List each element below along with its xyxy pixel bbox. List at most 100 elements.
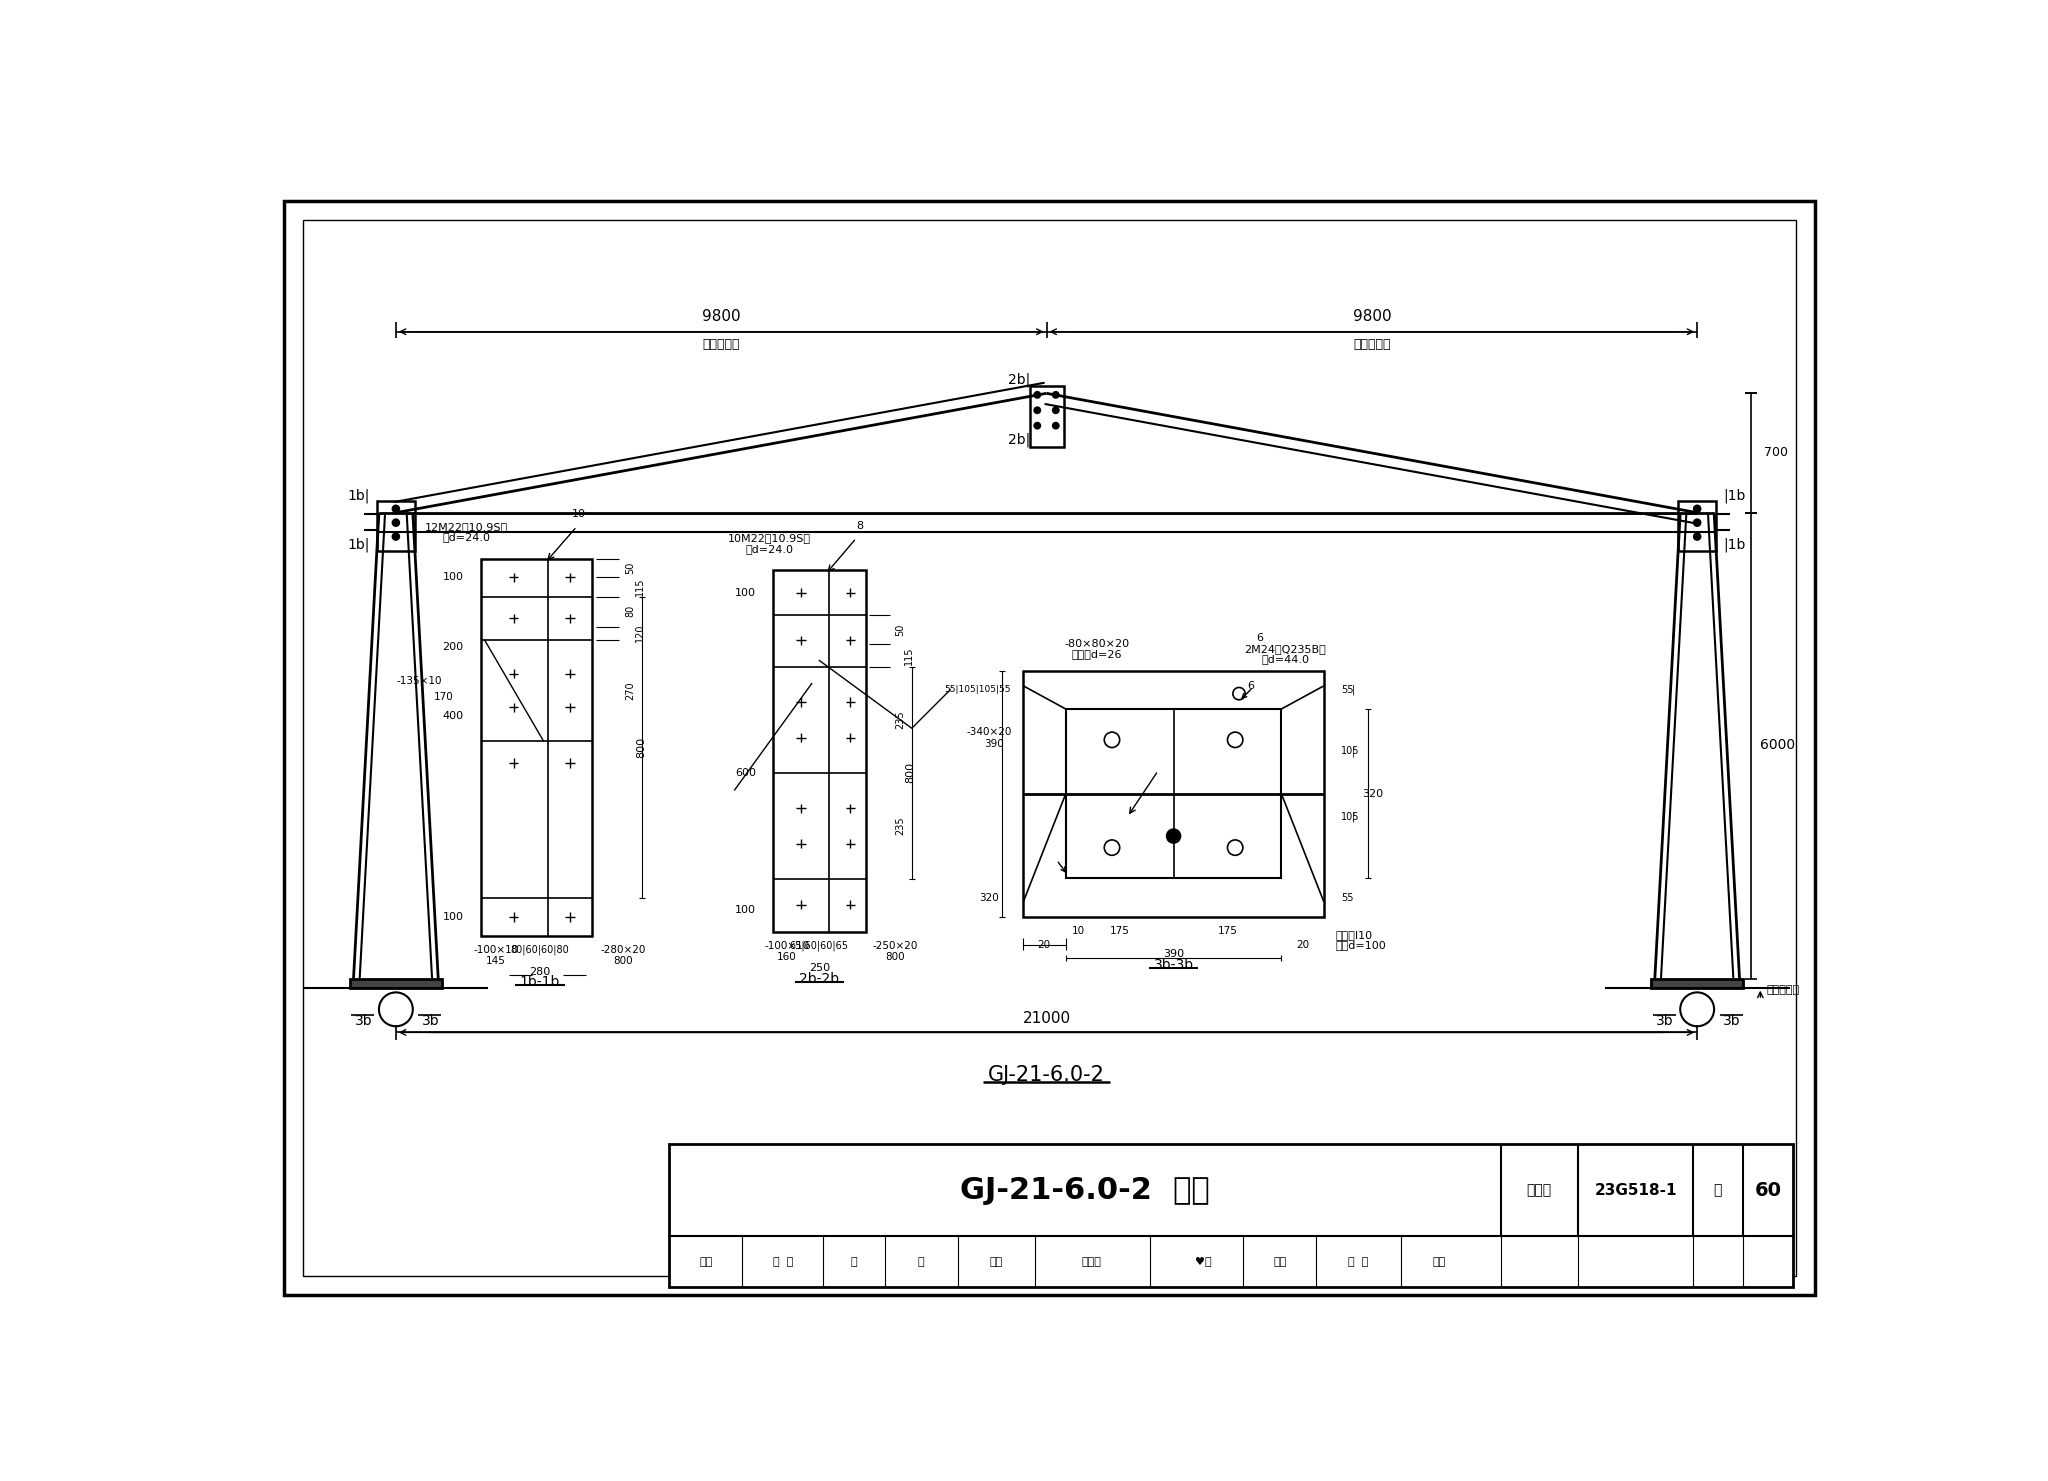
Text: 2b|: 2b| xyxy=(1008,372,1030,387)
Circle shape xyxy=(1694,505,1700,512)
Circle shape xyxy=(1053,407,1059,413)
Text: 800: 800 xyxy=(612,955,633,966)
Text: 校对: 校对 xyxy=(989,1257,1004,1266)
Text: 200: 200 xyxy=(442,643,463,653)
Text: |: | xyxy=(1352,812,1354,822)
Text: -135×10: -135×10 xyxy=(397,677,442,686)
Text: 12M22（10.9S）: 12M22（10.9S） xyxy=(426,521,508,532)
Text: 120: 120 xyxy=(635,624,645,643)
Text: 270: 270 xyxy=(625,681,635,701)
Text: 100: 100 xyxy=(442,572,463,582)
Text: 垫板孔d=26: 垫板孔d=26 xyxy=(1071,649,1122,659)
Text: 175: 175 xyxy=(1110,926,1130,936)
Text: 审核: 审核 xyxy=(700,1257,713,1266)
Text: -80×80×20: -80×80×20 xyxy=(1065,638,1128,649)
Text: 55: 55 xyxy=(1341,684,1354,695)
Text: 訂: 訂 xyxy=(850,1257,858,1266)
Bar xyxy=(774,570,866,933)
Text: 65|60|60|65: 65|60|60|65 xyxy=(791,940,848,951)
Circle shape xyxy=(1034,392,1040,398)
Text: |1b: |1b xyxy=(1722,538,1745,552)
Text: 刘  威: 刘 威 xyxy=(772,1257,793,1266)
Text: 1b-1b: 1b-1b xyxy=(520,976,559,989)
Text: -340×20: -340×20 xyxy=(967,727,1012,738)
Text: 基础顶标高: 基础顶标高 xyxy=(1767,985,1800,995)
Bar xyxy=(350,979,442,988)
Text: 390: 390 xyxy=(1163,949,1184,958)
Text: 60: 60 xyxy=(1755,1180,1782,1200)
Circle shape xyxy=(1034,407,1040,413)
Text: -100×10: -100×10 xyxy=(473,945,518,955)
Text: 3b: 3b xyxy=(354,1014,373,1028)
Text: GJ-21-6.0-2  详图: GJ-21-6.0-2 详图 xyxy=(961,1176,1210,1204)
Circle shape xyxy=(1694,533,1700,541)
Text: 田永胜: 田永胜 xyxy=(1081,1257,1102,1266)
Text: 2b-2b: 2b-2b xyxy=(799,972,840,985)
Text: 80|60|60|80: 80|60|60|80 xyxy=(510,945,569,955)
Text: 100: 100 xyxy=(735,588,756,598)
Text: 400: 400 xyxy=(442,711,463,721)
Text: 3b-3b: 3b-3b xyxy=(1153,958,1194,972)
Text: 145: 145 xyxy=(485,955,506,966)
Text: 2b|: 2b| xyxy=(1008,432,1030,447)
Text: 21000: 21000 xyxy=(1022,1012,1071,1026)
Bar xyxy=(377,501,416,551)
Text: 1b|: 1b| xyxy=(348,489,371,504)
Text: 50: 50 xyxy=(895,624,905,635)
Text: 10: 10 xyxy=(571,509,586,520)
Text: 彭  浩: 彭 浩 xyxy=(1348,1257,1368,1266)
Bar xyxy=(1651,979,1743,988)
Text: 孔d=44.0: 孔d=44.0 xyxy=(1262,655,1309,663)
Text: 105: 105 xyxy=(1341,812,1360,822)
Text: 235: 235 xyxy=(895,711,905,729)
Text: 320: 320 xyxy=(979,893,999,903)
Bar xyxy=(1030,385,1065,447)
Text: 设计: 设计 xyxy=(1274,1257,1286,1266)
Text: |: | xyxy=(1352,746,1354,757)
Text: 页: 页 xyxy=(1714,1183,1722,1197)
Text: 175: 175 xyxy=(1217,926,1237,936)
Text: 9800: 9800 xyxy=(1352,310,1391,324)
Text: 800: 800 xyxy=(637,738,645,758)
Circle shape xyxy=(393,533,399,541)
Circle shape xyxy=(1034,422,1040,428)
Text: （第一段）: （第一段） xyxy=(1354,338,1391,351)
Text: -250×20: -250×20 xyxy=(872,942,918,951)
Text: 长度d=100: 长度d=100 xyxy=(1335,940,1386,951)
Text: 800: 800 xyxy=(905,763,915,783)
Text: 50: 50 xyxy=(625,561,635,575)
Text: 3b: 3b xyxy=(422,1014,440,1028)
Bar xyxy=(1677,501,1716,551)
Text: 100: 100 xyxy=(735,905,756,915)
Circle shape xyxy=(393,505,399,512)
Text: 23G518-1: 23G518-1 xyxy=(1593,1183,1677,1198)
Text: 320: 320 xyxy=(1362,789,1382,798)
Bar xyxy=(1024,671,1323,917)
Circle shape xyxy=(393,520,399,526)
Text: 2M24（Q235B）: 2M24（Q235B） xyxy=(1245,644,1327,655)
Text: 6: 6 xyxy=(1247,681,1253,692)
Text: 孔d=24.0: 孔d=24.0 xyxy=(442,532,492,542)
Text: 170: 170 xyxy=(434,692,453,702)
Text: 孔d=24.0: 孔d=24.0 xyxy=(745,544,793,554)
Text: 20: 20 xyxy=(1296,939,1309,949)
Text: 10M22（10.9S）: 10M22（10.9S） xyxy=(727,533,811,544)
Text: |1b: |1b xyxy=(1722,489,1745,504)
Bar xyxy=(481,558,592,936)
Text: 3b: 3b xyxy=(1722,1014,1741,1028)
Text: 55|105|105|55: 55|105|105|55 xyxy=(944,686,1010,695)
Text: 威: 威 xyxy=(918,1257,924,1266)
Text: 800: 800 xyxy=(885,952,905,963)
Text: 115: 115 xyxy=(903,647,913,665)
Circle shape xyxy=(1694,520,1700,526)
Text: 6000: 6000 xyxy=(1761,738,1796,752)
Circle shape xyxy=(1053,392,1059,398)
Text: ♥哑: ♥哑 xyxy=(1194,1257,1210,1266)
Bar xyxy=(1065,709,1282,878)
Text: 彭浩: 彭浩 xyxy=(1434,1257,1446,1266)
Text: 250: 250 xyxy=(809,963,829,973)
Text: 图集号: 图集号 xyxy=(1526,1183,1552,1197)
Text: 80: 80 xyxy=(625,606,635,618)
Text: 3b: 3b xyxy=(1657,1014,1673,1028)
Text: 600: 600 xyxy=(735,769,756,778)
